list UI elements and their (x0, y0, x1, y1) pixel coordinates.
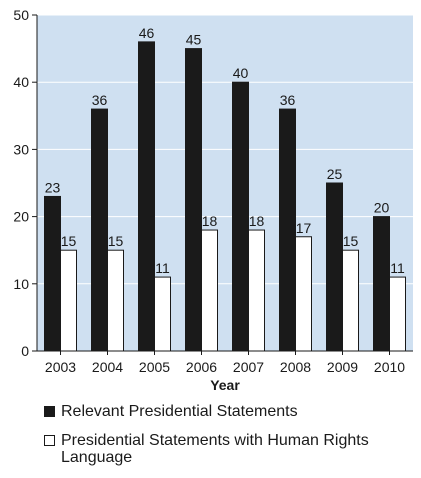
bar-chart: 23 15 36 15 46 11 45 18 40 18 36 17 25 15 20 11 0 10 20 30… (13, 7, 413, 393)
data-label: 15 (108, 233, 124, 249)
bar-relevant (326, 182, 343, 352)
data-label: 46 (139, 25, 155, 41)
legend-swatch-black (44, 406, 55, 417)
y-tick-label: 10 (13, 276, 29, 292)
x-tick-label: 2009 (327, 359, 358, 375)
data-label: 36 (92, 92, 108, 108)
bar-human-rights (342, 249, 359, 352)
data-label: 17 (296, 220, 312, 236)
data-label: 15 (61, 233, 77, 249)
bar-human-rights (201, 229, 218, 352)
data-label: 11 (155, 260, 170, 276)
bar-human-rights (107, 249, 124, 352)
y-tick-label: 30 (13, 141, 29, 157)
bar-human-rights (389, 276, 406, 352)
bar-human-rights (154, 276, 171, 352)
legend-swatch-white (44, 435, 55, 446)
bar-relevant (138, 41, 155, 352)
legend-item-relevant: Relevant Presidential Statements (44, 403, 414, 420)
bar-relevant (44, 195, 61, 352)
x-tick-label: 2007 (233, 359, 264, 375)
x-tick-label: 2005 (139, 359, 170, 375)
data-label: 11 (390, 260, 405, 276)
y-tick-label: 40 (13, 74, 29, 90)
x-tick-label: 2010 (374, 359, 405, 375)
data-label: 40 (233, 65, 249, 81)
data-label: 23 (45, 179, 61, 195)
data-label: 20 (374, 200, 390, 216)
data-label: 18 (202, 213, 218, 229)
legend-label: Presidential Statements with Human Right… (61, 432, 369, 466)
x-tick-label: 2008 (280, 359, 311, 375)
x-axis: 2003 2004 2005 2006 2007 2008 2009 2010 (37, 350, 413, 375)
bar-relevant (185, 48, 202, 352)
x-tick-label: 2006 (186, 359, 217, 375)
bar-relevant (373, 216, 390, 352)
data-label: 25 (327, 166, 343, 182)
data-label: 18 (249, 213, 265, 229)
y-tick-label: 50 (13, 7, 29, 23)
y-tick-label: 0 (21, 343, 29, 359)
bar-relevant (91, 108, 108, 352)
data-labels: 23 15 36 15 46 11 45 18 40 18 36 17 25 15 20 11 (45, 25, 405, 276)
x-tick-label: 2004 (92, 359, 123, 375)
legend: Relevant Presidential Statements Preside… (44, 403, 414, 478)
y-axis: 0 10 20 30 40 50 (13, 7, 38, 359)
legend-label: Relevant Presidential Statements (61, 403, 298, 420)
bar-relevant (232, 81, 249, 352)
x-axis-title: Year (210, 377, 240, 393)
bar-relevant (279, 108, 296, 352)
data-label: 45 (186, 32, 202, 48)
x-tick-label: 2003 (45, 359, 76, 375)
legend-item-human-rights: Presidential Statements with Human Right… (44, 432, 414, 466)
bar-human-rights (60, 249, 77, 352)
data-label: 36 (280, 92, 296, 108)
bar-human-rights (248, 229, 265, 352)
y-tick-label: 20 (13, 209, 29, 225)
data-label: 15 (343, 233, 359, 249)
bar-human-rights (295, 236, 312, 352)
